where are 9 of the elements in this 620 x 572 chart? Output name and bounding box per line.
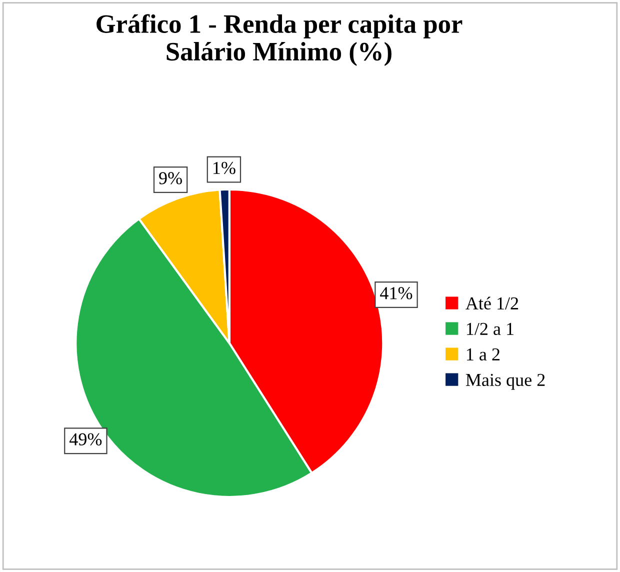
legend-label: 1/2 a 1 [466,322,514,336]
legend-label: Mais que 2 [466,374,545,390]
data-label: 1% [213,162,236,174]
legend-label: Até 1/2 [466,296,518,310]
data-label: 41% [380,287,412,300]
legend-label: 1 a 2 [466,348,500,361]
chart-title: Gráfico 1 - Renda per capita por Salário Mínimo (%) [96,14,462,66]
data-label: 9% [159,172,182,184]
data-label: 49% [70,433,102,446]
